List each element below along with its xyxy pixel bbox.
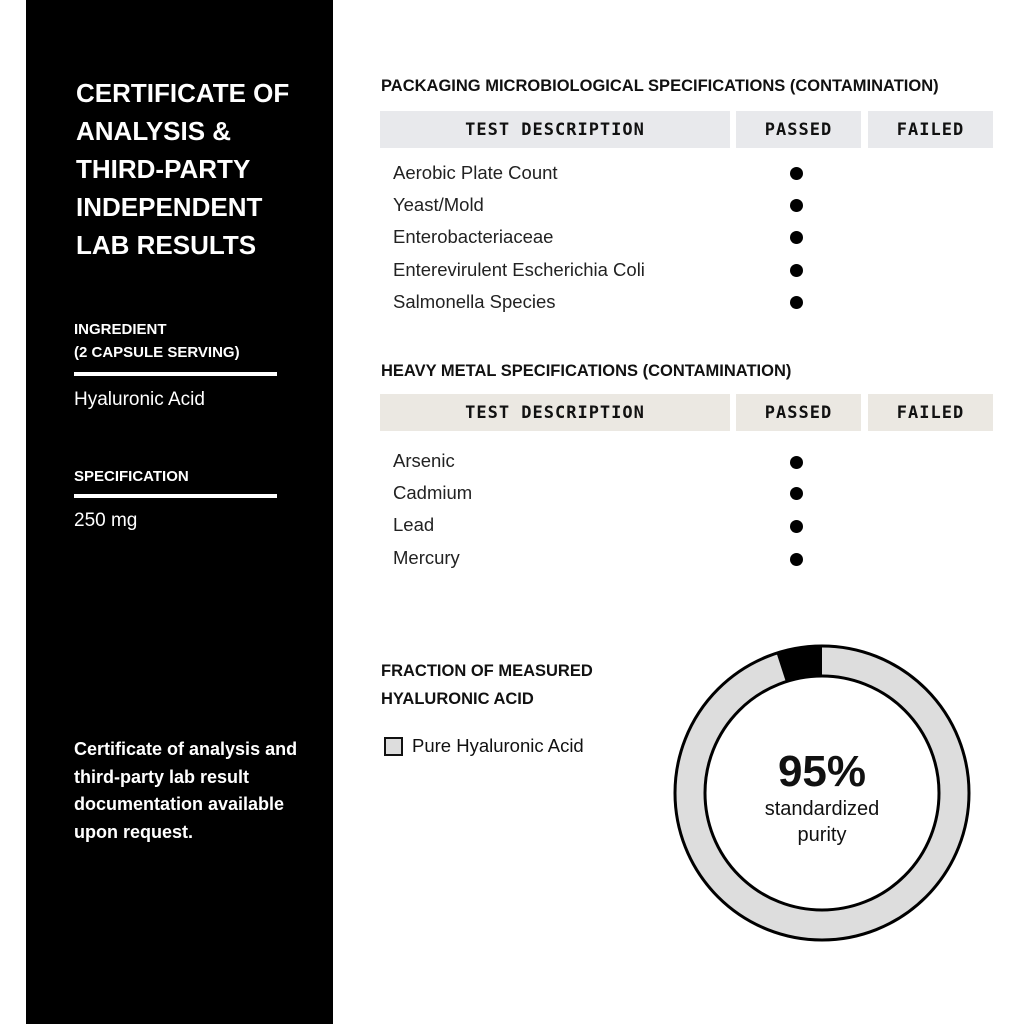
micro-title: PACKAGING MICROBIOLOGICAL SPECIFICATIONS… (381, 77, 939, 95)
passed-dot (790, 296, 803, 309)
sidebar: CERTIFICATE OF ANALYSIS & THIRD-PARTY IN… (26, 0, 333, 1024)
legend-swatch (384, 736, 403, 756)
availability-note: Certificate of analysis and third-party … (74, 739, 298, 842)
donut-slice-other (776, 646, 822, 682)
passed-dot (790, 456, 803, 469)
micro-row: Enterobacteriaceae (393, 226, 554, 247)
metal-header-passed: PASSED (736, 394, 861, 431)
legend: Pure Hyaluronic Acid (384, 735, 584, 757)
ingredient-value: Hyaluronic Acid (74, 389, 205, 410)
specification-label: SPECIFICATION (74, 468, 189, 485)
micro-row: Yeast/Mold (393, 194, 484, 215)
page-title: CERTIFICATE OF ANALYSIS & THIRD-PARTY IN… (76, 78, 290, 260)
purity-sub-1: standardized (764, 798, 880, 820)
metal-header-description: TEST DESCRIPTION (380, 394, 730, 431)
metal-row: Arsenic (393, 450, 455, 471)
micro-row: Aerobic Plate Count (393, 162, 558, 183)
passed-dot (790, 553, 803, 566)
purity-donut-chart (673, 644, 971, 942)
passed-dot (790, 199, 803, 212)
metal-row: Cadmium (393, 482, 473, 503)
donut-center: 95% standardized purity (722, 748, 922, 848)
metal-row: Mercury (393, 547, 460, 568)
passed-dot (790, 231, 803, 244)
legend-label: Pure Hyaluronic Acid (412, 735, 584, 756)
fraction-title: FRACTION OF MEASURED (381, 662, 593, 680)
metal-row: Lead (393, 514, 435, 535)
passed-dot (790, 520, 803, 533)
donut-outline (703, 674, 941, 912)
fraction-title: HYALURONIC ACID (381, 690, 534, 708)
micro-row: Enterevirulent Escherichia Coli (393, 259, 645, 280)
passed-dot (790, 487, 803, 500)
specification-value: 250 mg (74, 510, 138, 531)
passed-dot (790, 264, 803, 277)
divider (74, 494, 277, 498)
metal-title: HEAVY METAL SPECIFICATIONS (CONTAMINATIO… (381, 362, 792, 380)
ingredient-label: INGREDIENT (74, 321, 167, 338)
divider (74, 372, 277, 376)
micro-row: Salmonella Species (393, 291, 556, 312)
micro-header-description: TEST DESCRIPTION (380, 111, 730, 148)
ingredient-sublabel: (2 CAPSULE SERVING) (74, 344, 240, 361)
percent-label: 95% (777, 747, 867, 796)
metal-header-failed: FAILED (868, 394, 993, 431)
passed-dot (790, 167, 803, 180)
micro-header-passed: PASSED (736, 111, 861, 148)
donut-outline (673, 644, 971, 942)
purity-sub-2: purity (797, 824, 847, 846)
micro-header-failed: FAILED (868, 111, 993, 148)
